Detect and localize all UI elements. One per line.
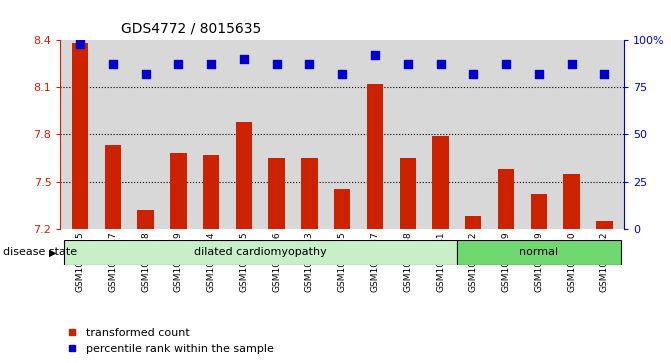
Point: [107, 62, 118, 68]
Point: [337, 71, 348, 77]
Bar: [457, 240, 621, 265]
Point: [271, 62, 282, 68]
Point: [599, 71, 610, 77]
Bar: [334, 189, 350, 229]
Text: GDS4772 / 8015635: GDS4772 / 8015635: [121, 22, 261, 36]
Bar: [64, 240, 457, 265]
Bar: [531, 194, 547, 229]
Point: [173, 62, 184, 68]
Bar: [138, 210, 154, 229]
Bar: [498, 169, 514, 229]
Bar: [596, 221, 613, 229]
Point: [304, 62, 315, 68]
Bar: [432, 136, 449, 229]
Point: [468, 71, 478, 77]
Point: [435, 62, 446, 68]
Point: [566, 62, 577, 68]
Point: [501, 62, 511, 68]
Bar: [301, 158, 317, 229]
Text: ▶: ▶: [49, 247, 56, 257]
Bar: [564, 174, 580, 229]
Bar: [203, 155, 219, 229]
Bar: [367, 84, 383, 229]
Bar: [399, 158, 416, 229]
Text: disease state: disease state: [3, 247, 77, 257]
Bar: [105, 145, 121, 229]
Text: dilated cardiomyopathy: dilated cardiomyopathy: [194, 247, 327, 257]
Point: [140, 71, 151, 77]
Point: [74, 41, 85, 46]
Point: [533, 71, 544, 77]
Point: [403, 62, 413, 68]
Point: [206, 62, 217, 68]
Bar: [72, 43, 89, 229]
Point: [238, 56, 249, 62]
Bar: [170, 153, 187, 229]
Bar: [268, 158, 285, 229]
Bar: [465, 216, 482, 229]
Legend: transformed count, percentile rank within the sample: transformed count, percentile rank withi…: [66, 328, 274, 354]
Bar: [236, 122, 252, 229]
Point: [370, 52, 380, 58]
Text: normal: normal: [519, 247, 558, 257]
